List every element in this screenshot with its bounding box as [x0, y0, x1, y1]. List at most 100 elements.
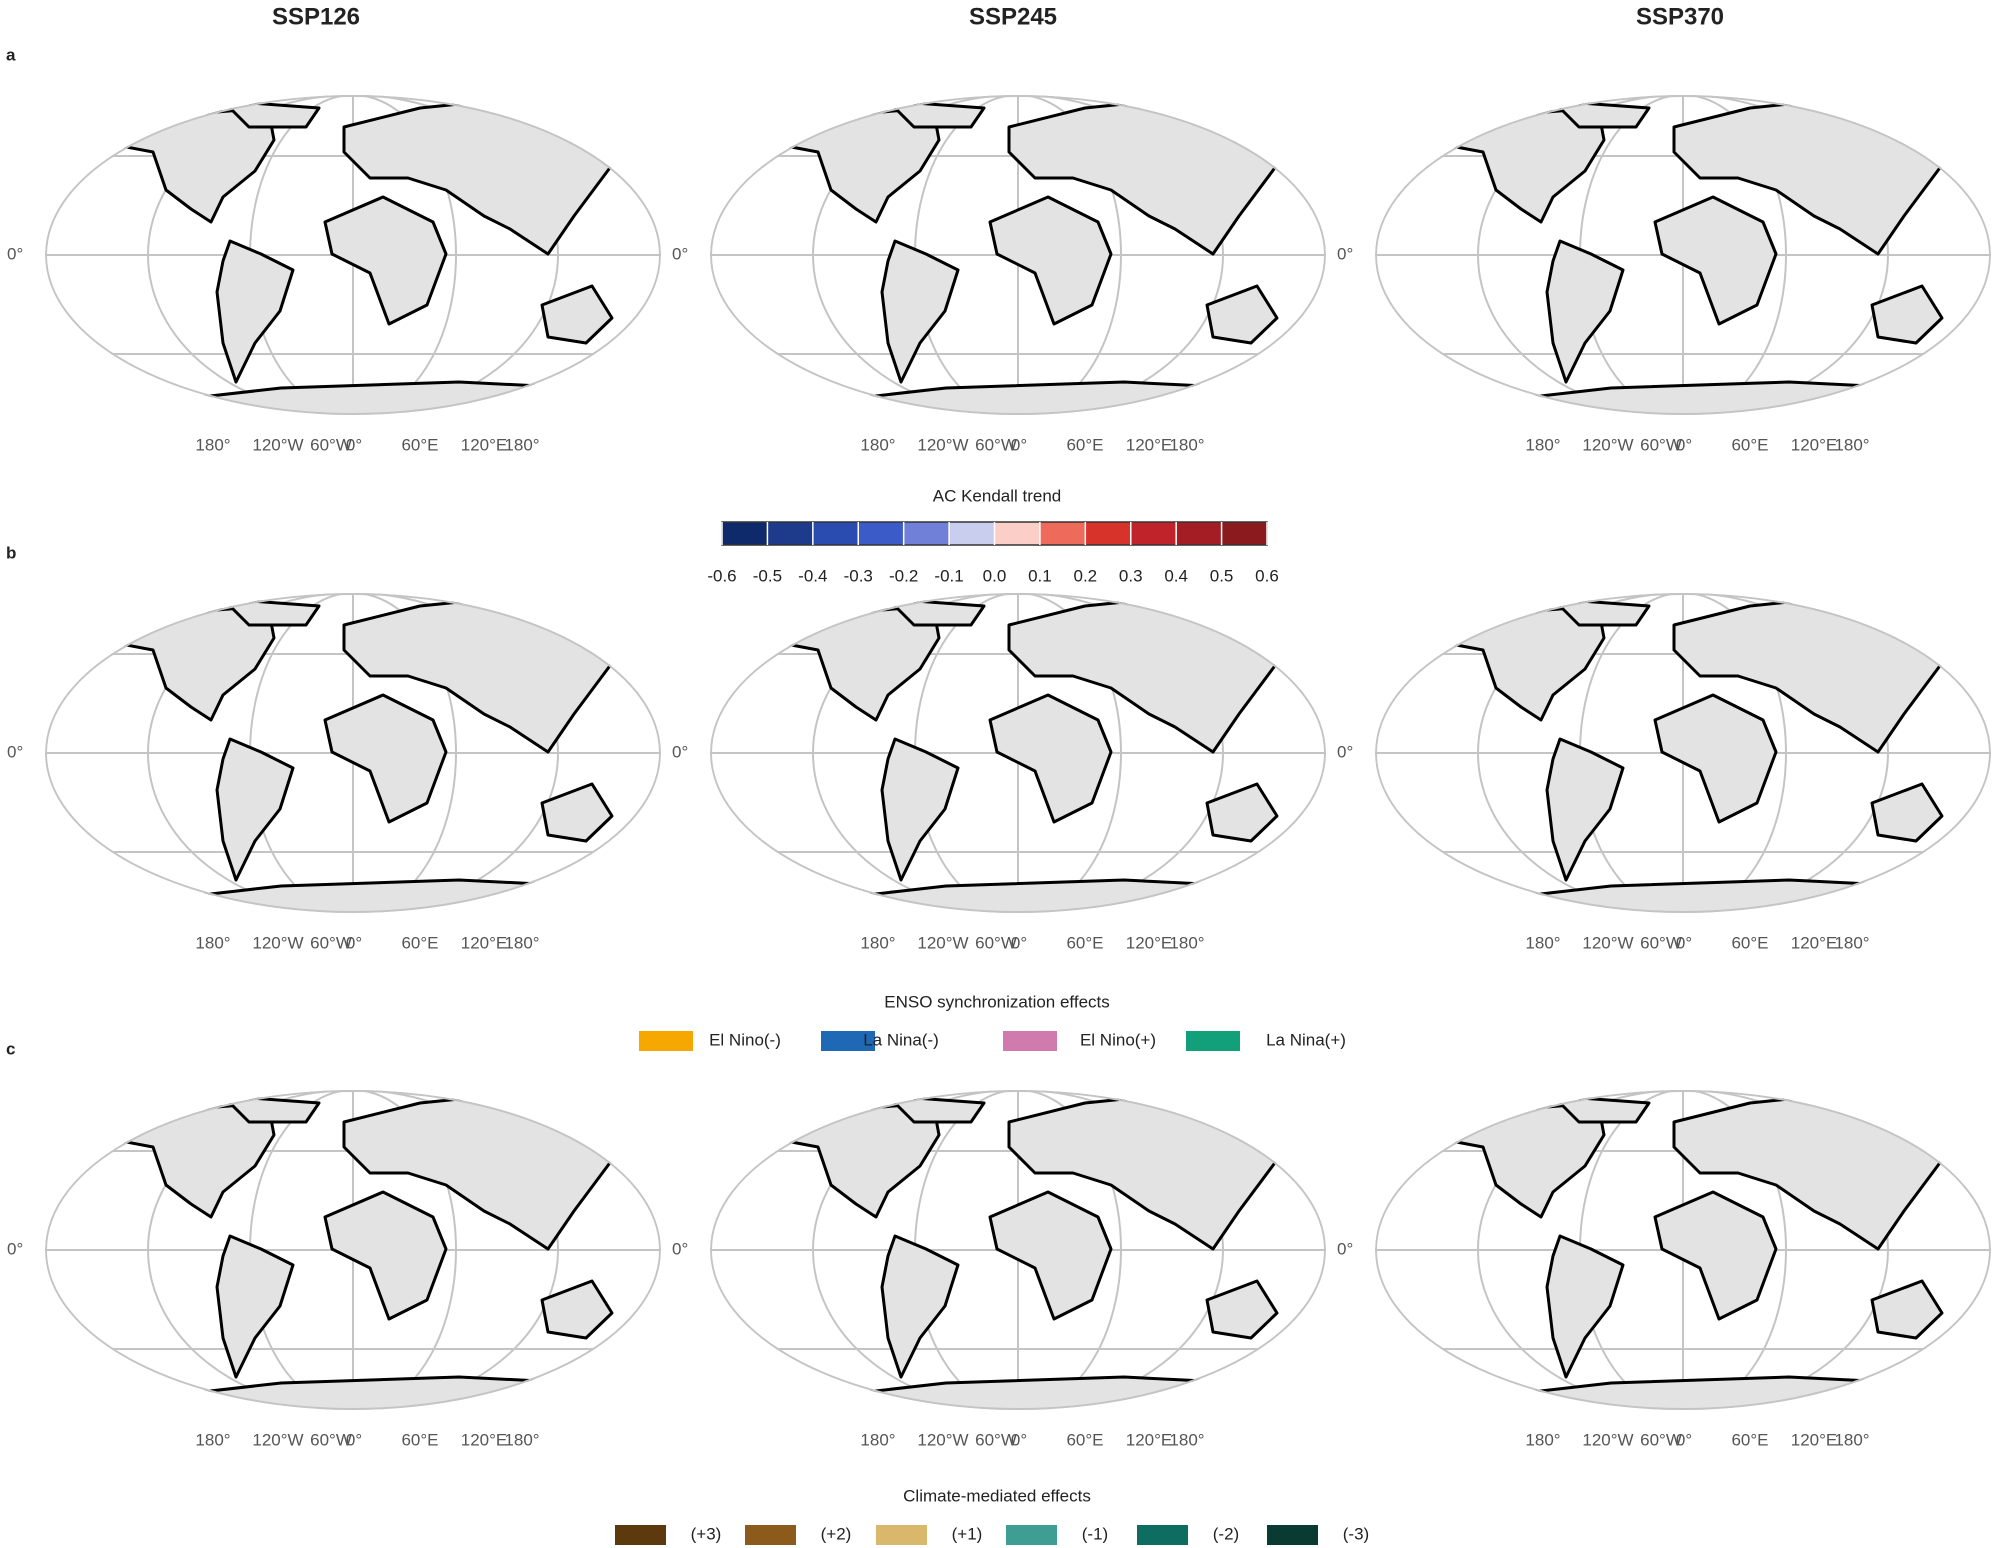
lat-label: 0° [7, 244, 23, 263]
world-map [710, 593, 1326, 923]
lat-label: 0° [672, 244, 688, 263]
legend-swatch [1137, 1525, 1188, 1545]
legend-label: (+3) [691, 1524, 722, 1543]
colorbar-tick-label: -0.6 [707, 566, 736, 585]
legend-swatch [876, 1525, 927, 1545]
legend-swatch [1003, 1031, 1057, 1051]
lat-label: 0° [1337, 244, 1353, 263]
lon-label: 0° [1011, 1430, 1027, 1449]
lon-label: 60°W [310, 1430, 352, 1449]
lon-label: 0° [346, 435, 362, 454]
lon-label: 120°E [461, 933, 508, 952]
world-map [1375, 593, 1991, 923]
colorbar-tick-label: 0.4 [1164, 566, 1188, 585]
lon-label: 60°E [1066, 435, 1103, 454]
lon-label: 180° [1525, 1430, 1560, 1449]
lon-label: 180° [860, 435, 895, 454]
legend-label: La Nina(+) [1266, 1030, 1346, 1049]
legend-swatch [615, 1525, 666, 1545]
colorbar-tick-label: 0.2 [1074, 566, 1098, 585]
lon-label: 120°E [461, 435, 508, 454]
legend-label: (-3) [1343, 1524, 1369, 1543]
lon-label: 60°E [1731, 435, 1768, 454]
lon-label: 180° [1525, 933, 1560, 952]
lon-label: 120°W [917, 933, 968, 952]
legend-swatch [821, 1031, 875, 1051]
lon-label: 120°W [252, 1430, 303, 1449]
legend-label: (-2) [1213, 1524, 1239, 1543]
colorbar-bin [1221, 522, 1267, 545]
colorbar-title: AC Kendall trend [933, 486, 1062, 505]
lon-label: 120°E [1791, 435, 1838, 454]
lon-label: 120°W [252, 933, 303, 952]
colorbar-tick-label: -0.2 [889, 566, 918, 585]
lon-label: 60°E [401, 1430, 438, 1449]
lon-label: 0° [1011, 933, 1027, 952]
world-map [710, 95, 1326, 425]
lon-label: 120°W [1582, 1430, 1633, 1449]
lon-label: 180° [195, 933, 230, 952]
legend-swatch [639, 1031, 693, 1051]
world-map [1375, 95, 1991, 425]
column-title: SSP370 [1636, 3, 1724, 30]
legend-swatch [1267, 1525, 1318, 1545]
column-title: SSP245 [969, 3, 1057, 30]
lon-label: 180° [195, 435, 230, 454]
lat-label: 0° [7, 742, 23, 761]
lon-label: 180° [1169, 1430, 1204, 1449]
lon-label: 60°W [1640, 435, 1682, 454]
column-title: SSP126 [272, 3, 360, 30]
lon-label: 120°W [917, 435, 968, 454]
legend-title: ENSO synchronization effects [884, 992, 1110, 1011]
panel-letter: b [6, 543, 16, 562]
colorbar-tick-label: 0.0 [983, 566, 1007, 585]
legend-swatch [1186, 1031, 1240, 1051]
legend-label: (+1) [952, 1524, 983, 1543]
lon-label: 60°W [975, 933, 1017, 952]
colorbar-bin [812, 522, 859, 545]
lon-label: 180° [1834, 933, 1869, 952]
world-map [45, 95, 661, 425]
lon-label: 0° [346, 933, 362, 952]
legend-label: El Nino(-) [709, 1030, 781, 1049]
lon-label: 180° [504, 933, 539, 952]
lon-label: 120°W [1582, 435, 1633, 454]
lat-label: 0° [1337, 1239, 1353, 1258]
lon-label: 120°E [461, 1430, 508, 1449]
legend-label: La Nina(-) [863, 1030, 939, 1049]
lon-label: 180° [1169, 933, 1204, 952]
lon-label: 180° [860, 1430, 895, 1449]
colorbar-bin [903, 522, 950, 545]
lon-label: 120°E [1126, 1430, 1173, 1449]
lat-label: 0° [672, 742, 688, 761]
lon-label: 180° [1834, 1430, 1869, 1449]
lat-label: 0° [1337, 742, 1353, 761]
colorbar-tick-label: 0.6 [1255, 566, 1279, 585]
colorbar-tick-label: -0.4 [798, 566, 827, 585]
world-map [710, 1090, 1326, 1420]
colorbar-bin [1085, 522, 1131, 545]
lon-label: 60°W [1640, 933, 1682, 952]
colorbar-bin [1130, 522, 1177, 545]
lat-label: 0° [672, 1239, 688, 1258]
lon-label: 60°W [310, 933, 352, 952]
colorbar-bin [722, 522, 768, 545]
lon-label: 180° [504, 1430, 539, 1449]
lon-label: 120°W [917, 1430, 968, 1449]
lon-label: 120°E [1791, 1430, 1838, 1449]
lon-label: 120°E [1126, 933, 1173, 952]
lat-label: 0° [7, 1239, 23, 1258]
legend-label: (+2) [821, 1524, 852, 1543]
lon-label: 0° [1676, 435, 1692, 454]
lon-label: 60°E [401, 435, 438, 454]
colorbar-tick-label: 0.5 [1210, 566, 1234, 585]
colorbar-tick-label: 0.3 [1119, 566, 1143, 585]
legend-swatch [745, 1525, 796, 1545]
legend-swatch [1006, 1525, 1057, 1545]
colorbar-bin [858, 522, 904, 545]
lon-label: 60°E [1066, 1430, 1103, 1449]
panel-letter: c [6, 1039, 15, 1058]
lon-label: 60°E [1731, 1430, 1768, 1449]
legend-label: (-1) [1082, 1524, 1108, 1543]
